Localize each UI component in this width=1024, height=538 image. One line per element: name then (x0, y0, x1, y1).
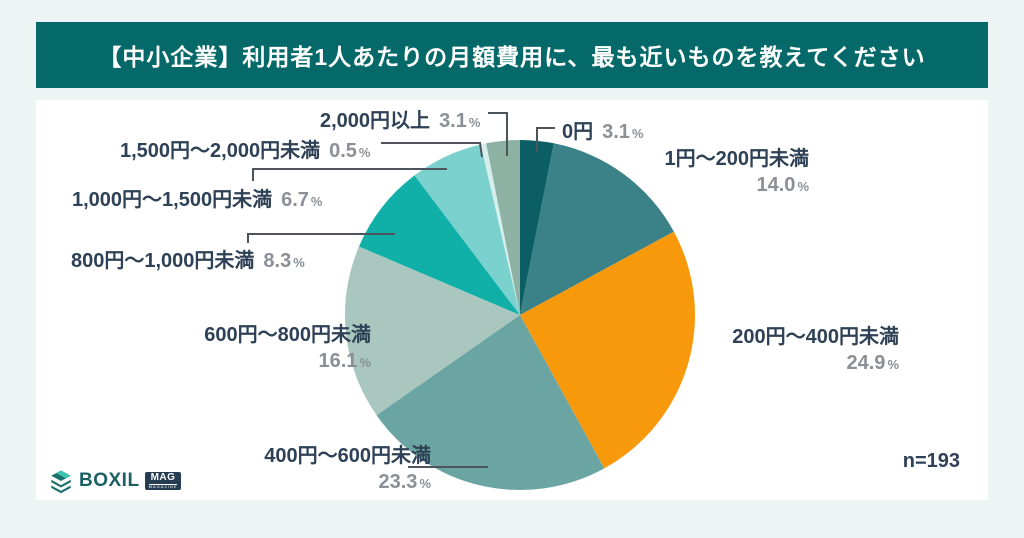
slice-percent-sign: % (359, 355, 371, 370)
slice-category-text: 1円〜200円未満 (664, 148, 810, 170)
slice-percent-sign: % (419, 476, 431, 491)
slice-category-text: 2,000円以上 (320, 110, 431, 132)
slice-category-text: 1,500円〜2,000円未満 (120, 140, 321, 162)
boxil-mag-logo: BOXIL MAG MAGAZINE (48, 468, 182, 494)
logo-mag-badge: MAG MAGAZINE (144, 472, 182, 490)
pie-slice-6 (414, 144, 520, 315)
slice-percent-value: 0.5 (329, 140, 357, 162)
slice-percent-value: 6.7 (281, 189, 309, 211)
pie-slice-0 (520, 140, 554, 315)
slice-label-0: 0円 3.1% (562, 115, 644, 144)
slice-label-4: 600円〜800円未満 16.1% (204, 322, 371, 376)
slice-category-text: 400円〜600円未満 (264, 445, 431, 467)
slice-percent-value: 8.3 (263, 250, 292, 272)
pie-slice-5 (358, 175, 520, 315)
slice-percent-sign: % (468, 115, 481, 130)
slice-category-text: 600円〜800円未満 (204, 324, 371, 346)
pie-slice-3 (376, 315, 605, 490)
chart-card: 0円 3.1% 1円〜200円未満 14.0% 200円〜400円未満 24.9% 400円… (36, 100, 988, 500)
slice-percent-sign: % (358, 145, 371, 160)
pie-slice-1 (520, 143, 674, 315)
slice-label-7: 1,500円〜2,000円未満 0.5% (120, 134, 370, 163)
pie-slice-8 (486, 140, 520, 315)
slice-percent-value: 3.1 (439, 110, 467, 132)
slice-category-text: 1,000円〜1,500円未満 (72, 189, 273, 211)
slice-label-1: 1円〜200円未満 14.0% (665, 146, 810, 200)
leader-line-6 (252, 168, 447, 181)
slice-category-text: 200円〜400円未満 (732, 326, 899, 348)
slice-label-6: 1,000円〜1,500円未満 6.7% (72, 183, 322, 212)
slice-label-2: 200円〜400円未満 24.9% (732, 324, 899, 378)
slice-label-8: 2,000円以上 3.1% (320, 104, 480, 133)
slice-percent-sign: % (631, 126, 644, 141)
slice-percent-sign: % (310, 194, 323, 209)
slice-percent-value: 3.1 (602, 121, 630, 143)
slice-label-3: 400円〜600円未満 23.3% (264, 443, 431, 497)
logo-brand-text: BOXIL (79, 470, 140, 491)
leader-line-0 (536, 127, 555, 152)
pie-chart (247, 112, 695, 490)
sample-size-label: n=193 (902, 450, 960, 472)
slice-percent-value: 16.1 (318, 350, 358, 372)
slice-label-5: 800円〜1,000円未満 8.3% (71, 244, 305, 273)
pie-slice-4 (344, 246, 520, 416)
slice-category-text: 0円 (562, 121, 594, 143)
leader-line-8 (488, 112, 508, 156)
header-band: 【中小企業】利用者1人あたりの月額費用に、最も近いものを教えてください (36, 22, 988, 88)
page-title: 【中小企業】利用者1人あたりの月額費用に、最も近いものを教えてください (98, 44, 926, 70)
slice-percent-value: 24.9 (846, 352, 886, 374)
leader-line-7 (381, 142, 483, 158)
slice-percent-sign: % (293, 255, 305, 270)
slice-percent-value: 23.3 (378, 471, 418, 493)
pie-slice-2 (520, 231, 695, 469)
slice-percent-sign: % (887, 357, 899, 372)
pie-slice-7 (480, 143, 520, 315)
slice-percent-sign: % (797, 179, 809, 194)
slice-percent-value: 14.0 (756, 174, 796, 196)
slice-category-text: 800円〜1,000円未満 (71, 250, 255, 272)
layers-stack-icon (48, 468, 74, 494)
leader-line-5 (247, 233, 395, 243)
